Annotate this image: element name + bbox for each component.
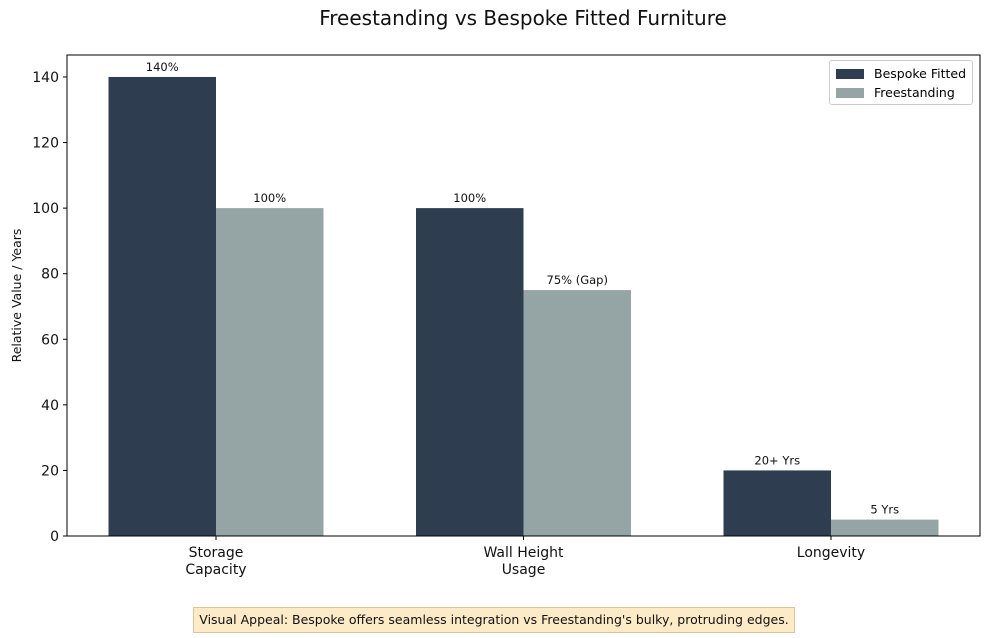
data-label: 140% bbox=[146, 60, 179, 74]
legend-item-freestanding: Freestanding bbox=[836, 85, 955, 100]
y-axis-label: Relative Value / Years bbox=[9, 229, 24, 363]
chart-title: Freestanding vs Bespoke Fitted Furniture bbox=[319, 6, 727, 30]
x-tick-label: Longevity bbox=[797, 545, 865, 561]
legend-label-freestanding: Freestanding bbox=[874, 85, 955, 100]
data-label: 100% bbox=[253, 191, 286, 205]
y-tick-label: 120 bbox=[32, 136, 59, 152]
y-tick-label: 20 bbox=[41, 463, 59, 479]
legend: Bespoke Fitted Freestanding bbox=[829, 60, 973, 105]
data-label: 100% bbox=[453, 191, 486, 205]
bar-bespoke-2 bbox=[723, 470, 831, 536]
bar-bespoke-1 bbox=[416, 208, 524, 536]
x-tick-label: Wall Height bbox=[483, 545, 564, 561]
x-tick-label: Capacity bbox=[185, 562, 246, 578]
bar-freestanding-1 bbox=[523, 290, 631, 536]
legend-item-bespoke: Bespoke Fitted bbox=[836, 66, 966, 81]
annotation-note: Visual Appeal: Bespoke offers seamless i… bbox=[193, 607, 795, 633]
x-tick-label: Storage bbox=[189, 545, 244, 561]
plot-frame bbox=[66, 54, 981, 537]
data-label: 75% (Gap) bbox=[547, 273, 608, 287]
y-tick-label: 140 bbox=[32, 70, 59, 86]
legend-label-bespoke: Bespoke Fitted bbox=[874, 66, 966, 81]
y-tick-label: 0 bbox=[50, 529, 59, 545]
y-tick-label: 40 bbox=[41, 398, 59, 414]
bar-freestanding-0 bbox=[216, 208, 324, 536]
legend-swatch-freestanding bbox=[836, 87, 864, 98]
legend-swatch-bespoke bbox=[836, 68, 864, 79]
data-label: 5 Yrs bbox=[870, 503, 899, 517]
data-label: 20+ Yrs bbox=[754, 453, 800, 467]
y-tick-label: 100 bbox=[32, 201, 59, 217]
y-tick-label: 60 bbox=[41, 332, 59, 348]
x-tick-label: Usage bbox=[502, 562, 546, 578]
bar-freestanding-2 bbox=[831, 519, 939, 536]
y-tick-label: 80 bbox=[41, 267, 59, 283]
bar-bespoke-0 bbox=[108, 76, 216, 537]
